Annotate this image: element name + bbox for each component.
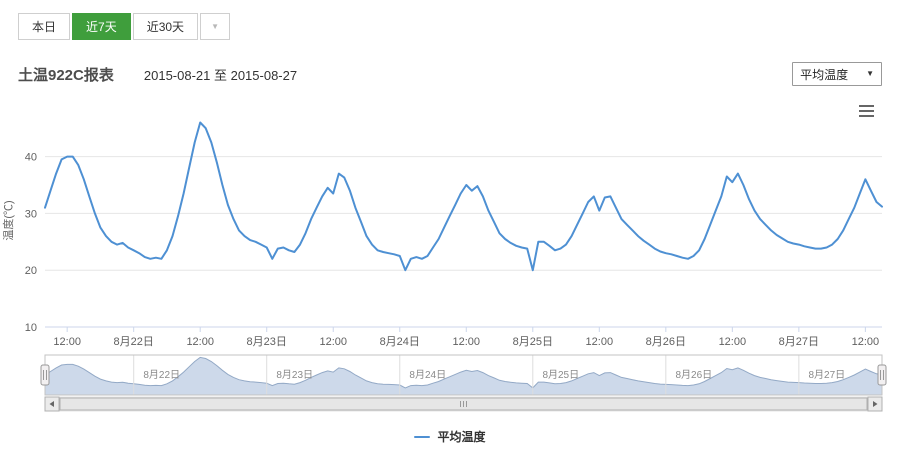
x-tick-label: 12:00 (586, 336, 614, 348)
x-tick-label: 8月24日 (380, 336, 420, 348)
navigator-day-label: 8月24日 (409, 369, 446, 381)
navigator-day-label: 8月22日 (143, 369, 180, 381)
scrollbar-right-arrow-icon (873, 401, 878, 407)
x-tick-label: 8月26日 (646, 336, 686, 348)
x-tick-label: 12:00 (453, 336, 481, 348)
legend: 平均温度 (0, 428, 900, 445)
date-range-label: 2015-08-21 至 2015-08-27 (143, 67, 298, 83)
x-tick-label: 8月23日 (247, 336, 287, 348)
navigator-handle-right[interactable] (877, 364, 887, 386)
navigator-day-label: 8月23日 (276, 369, 313, 381)
avg-temperature-line[interactable] (44, 121, 883, 272)
y-tick-label: 40 (25, 152, 37, 164)
x-tick-label: 8月27日 (779, 336, 819, 348)
hamburger-icon (859, 105, 874, 107)
tab-today[interactable]: 本日 (18, 13, 71, 40)
navigator-area (45, 357, 882, 395)
navigator-day-label: 8月27日 (809, 369, 846, 381)
tab-last30days[interactable]: 近30天 (132, 13, 199, 40)
chevron-down-icon: ▼ (866, 69, 874, 78)
y-tick-label: 10 (25, 322, 37, 334)
x-tick-label: 12:00 (852, 336, 880, 348)
chart-area[interactable]: 40 30 20 10 12:00 8月22日 12:00 8月23日 12:00 8月24日 12… (0, 100, 900, 435)
tab-last7days[interactable]: 近7天 (72, 13, 131, 40)
x-tick-label: 12:00 (53, 336, 81, 348)
range-tabs: 本日 近7天 近30天 ▼ (18, 13, 231, 40)
page-title: 土温922C报表 (18, 66, 114, 84)
navigator-line (44, 356, 883, 389)
navigator-handle-left[interactable] (40, 364, 50, 386)
navigator-day-label: 8月26日 (675, 369, 712, 381)
title-row: 土温922C报表 2015-08-21 至 2015-08-27 平均温度 ▼ (18, 60, 882, 88)
legend-label: 平均温度 (437, 430, 486, 444)
x-tick-label: 8月25日 (513, 336, 553, 348)
y-axis-title: 温度(℃) (1, 200, 15, 240)
y-tick-label: 30 (25, 208, 37, 220)
x-tick-label: 8月22日 (114, 336, 154, 348)
y-tick-label: 20 (25, 265, 37, 277)
temperature-chart[interactable]: 40 30 20 10 12:00 8月22日 12:00 8月23日 12:00 8月24日 12… (0, 100, 900, 435)
legend-item-avg-temp[interactable]: 平均温度 (414, 428, 486, 445)
x-tick-label: 12:00 (186, 336, 214, 348)
chart-menu-button[interactable] (859, 105, 874, 117)
tab-more-dropdown[interactable]: ▼ (200, 13, 231, 40)
hamburger-icon (859, 115, 874, 117)
x-tick-label: 12:00 (719, 336, 747, 348)
metric-select[interactable]: 平均温度 ▼ (792, 62, 882, 86)
x-tick-label: 12:00 (319, 336, 347, 348)
metric-select-value: 平均温度 (800, 67, 849, 82)
hamburger-icon (859, 110, 874, 112)
navigator-day-label: 8月25日 (542, 369, 579, 381)
chevron-down-icon: ▼ (211, 21, 220, 31)
scrollbar-left-arrow-icon (49, 401, 54, 407)
legend-line-icon (414, 435, 431, 438)
